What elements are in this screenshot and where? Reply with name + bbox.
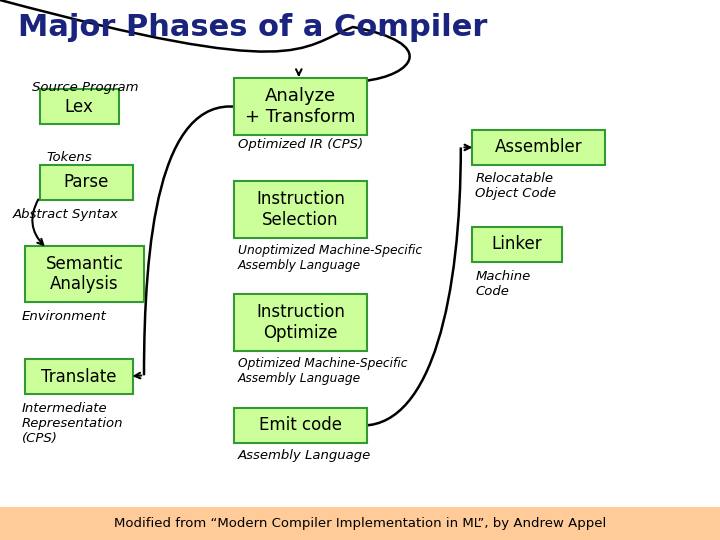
Text: Relocatable
Object Code: Relocatable Object Code	[475, 172, 557, 200]
Text: Environment: Environment	[22, 310, 107, 323]
FancyBboxPatch shape	[234, 408, 367, 443]
FancyBboxPatch shape	[25, 246, 144, 302]
Text: Instruction
Selection: Instruction Selection	[256, 190, 345, 228]
Text: Instruction
Optimize: Instruction Optimize	[256, 303, 345, 342]
Text: Tokens: Tokens	[47, 151, 92, 164]
Text: Lex: Lex	[65, 98, 94, 116]
Text: Analyze
+ Transform: Analyze + Transform	[246, 87, 356, 126]
FancyBboxPatch shape	[234, 181, 367, 238]
Text: Abstract Syntax: Abstract Syntax	[13, 208, 119, 221]
Text: Optimized IR (CPS): Optimized IR (CPS)	[238, 138, 363, 151]
FancyBboxPatch shape	[472, 130, 605, 165]
Text: Optimized Machine-Specific
Assembly Language: Optimized Machine-Specific Assembly Lang…	[238, 357, 407, 386]
Text: Intermediate
Representation
(CPS): Intermediate Representation (CPS)	[22, 402, 123, 446]
Text: Unoptimized Machine-Specific
Assembly Language: Unoptimized Machine-Specific Assembly La…	[238, 244, 422, 272]
FancyBboxPatch shape	[40, 89, 119, 124]
FancyBboxPatch shape	[0, 507, 720, 540]
Text: Machine
Code: Machine Code	[475, 270, 531, 298]
Text: Assembler: Assembler	[495, 138, 582, 156]
FancyBboxPatch shape	[234, 78, 367, 135]
Text: Linker: Linker	[491, 235, 542, 253]
Text: Assembly Language: Assembly Language	[238, 449, 371, 462]
FancyBboxPatch shape	[234, 294, 367, 351]
FancyBboxPatch shape	[25, 359, 133, 394]
Text: Emit code: Emit code	[259, 416, 342, 434]
FancyBboxPatch shape	[40, 165, 133, 200]
Text: Source Program: Source Program	[32, 81, 139, 94]
Text: Parse: Parse	[63, 173, 109, 191]
FancyBboxPatch shape	[472, 227, 562, 262]
Text: Major Phases of a Compiler: Major Phases of a Compiler	[18, 14, 487, 43]
Text: Translate: Translate	[42, 368, 117, 386]
Text: Modified from “Modern Compiler Implementation in ML”, by Andrew Appel: Modified from “Modern Compiler Implement…	[114, 517, 606, 530]
Text: Semantic
Analysis: Semantic Analysis	[45, 255, 124, 293]
